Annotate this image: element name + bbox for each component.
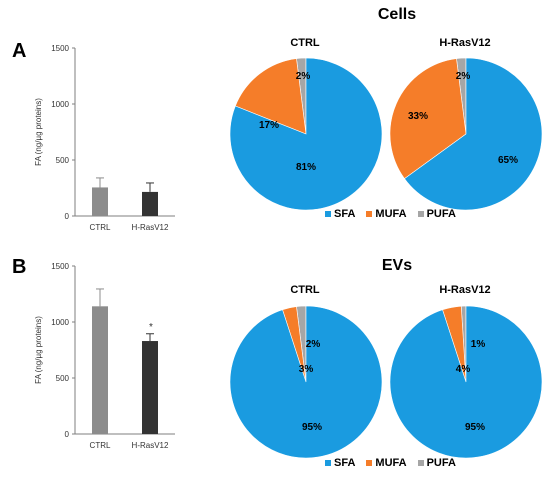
pie-label-pufa: 1%	[471, 339, 486, 350]
pie-title-cells-hras: H-RasV12	[439, 37, 491, 49]
pie-label-pufa: 2%	[306, 339, 321, 350]
pie-title-evs-hras: H-RasV12	[439, 284, 491, 296]
legend-item-mufa: MUFA	[366, 457, 407, 469]
bar-ctrl	[92, 187, 108, 216]
y-tick-label: 1500	[51, 44, 69, 53]
legend-item-pufa: PUFA	[417, 457, 456, 469]
section-title-cells: Cells	[377, 6, 417, 23]
pie-chart-cells-hras: 65% 33% 2%	[389, 57, 543, 211]
pie-label-pufa: 2%	[296, 71, 311, 82]
pie-slice-sfa	[229, 305, 383, 459]
legend-evs: SFA MUFA PUFA	[325, 457, 462, 469]
section-title-evs: EVs	[381, 257, 413, 274]
pie-label-mufa: 17%	[259, 120, 279, 131]
pie-chart-evs-hras: 95% 4% 1%	[389, 305, 543, 459]
legend-label-sfa: SFA	[334, 208, 356, 220]
y-tick-label: 1500	[51, 262, 69, 271]
pie-slice-mufa	[389, 58, 467, 180]
x-tick-label: H-RasV12	[132, 441, 169, 450]
pie-label-sfa: 81%	[296, 162, 316, 173]
significance-marker: *	[149, 322, 153, 333]
legend-item-mufa: MUFA	[366, 208, 407, 220]
legend-item-sfa: SFA	[325, 208, 355, 220]
pie-title-evs-ctrl: CTRL	[290, 284, 320, 296]
legend-swatch-pufa	[417, 460, 424, 466]
y-tick-label: 0	[65, 212, 70, 221]
legend-cells: SFA MUFA PUFA	[325, 208, 462, 220]
pie-label-pufa: 2%	[456, 71, 471, 82]
pie-slice-mufa	[234, 58, 307, 135]
panel-label-b: B	[12, 256, 27, 278]
legend-item-sfa: SFA	[325, 457, 355, 469]
legend-swatch-mufa	[366, 460, 373, 466]
panel-label-a: A	[12, 40, 27, 62]
bar-hrasv12	[142, 341, 158, 434]
x-tick-label: CTRL	[90, 223, 111, 232]
legend-label-mufa: MUFA	[375, 457, 407, 469]
pie-label-sfa: 95%	[465, 422, 485, 433]
pie-chart-evs-ctrl: 95% 3% 2%	[229, 305, 383, 459]
pie-slice-sfa	[404, 57, 543, 211]
x-tick-label: H-RasV12	[132, 223, 169, 232]
legend-label-pufa: PUFA	[426, 457, 456, 469]
pie-label-mufa: 4%	[456, 364, 471, 375]
pie-label-sfa: 95%	[302, 422, 322, 433]
y-axis-label: FA (ng/µg proteins)	[34, 316, 43, 384]
pie-chart-cells-ctrl: 81% 17% 2%	[229, 57, 383, 211]
pie-slice-sfa	[389, 305, 543, 459]
y-tick-label: 500	[56, 374, 70, 383]
bar-ctrl	[92, 306, 108, 434]
pie-label-mufa: 33%	[408, 111, 428, 122]
y-tick-label: 500	[56, 156, 70, 165]
legend-label-pufa: PUFA	[426, 208, 456, 220]
legend-swatch-sfa	[325, 460, 331, 466]
y-tick-label: 1000	[51, 318, 69, 327]
pie-slice-sfa	[229, 57, 383, 211]
pie-label-sfa: 65%	[498, 155, 518, 166]
bar-chart-b: 0 500 1000 1500 FA (ng/µg proteins) CTRL H-Ras…	[34, 262, 175, 450]
legend-label-mufa: MUFA	[375, 208, 407, 220]
legend-swatch-sfa	[325, 211, 331, 217]
x-tick-label: CTRL	[90, 441, 111, 450]
y-axis-label: FA (ng/µg proteins)	[34, 98, 43, 166]
legend-swatch-pufa	[417, 211, 424, 217]
bar-hrasv12	[142, 191, 158, 216]
y-tick-label: 0	[65, 430, 70, 439]
legend-item-pufa: PUFA	[417, 208, 456, 220]
pie-label-mufa: 3%	[299, 364, 314, 375]
y-tick-label: 1000	[51, 100, 69, 109]
pie-title-cells-ctrl: CTRL	[290, 37, 320, 49]
legend-label-sfa: SFA	[334, 457, 356, 469]
bar-chart-a: 0 500 1000 1500 FA (ng/µg proteins) CTRL H-Ras…	[34, 44, 175, 232]
legend-swatch-mufa	[366, 211, 373, 217]
